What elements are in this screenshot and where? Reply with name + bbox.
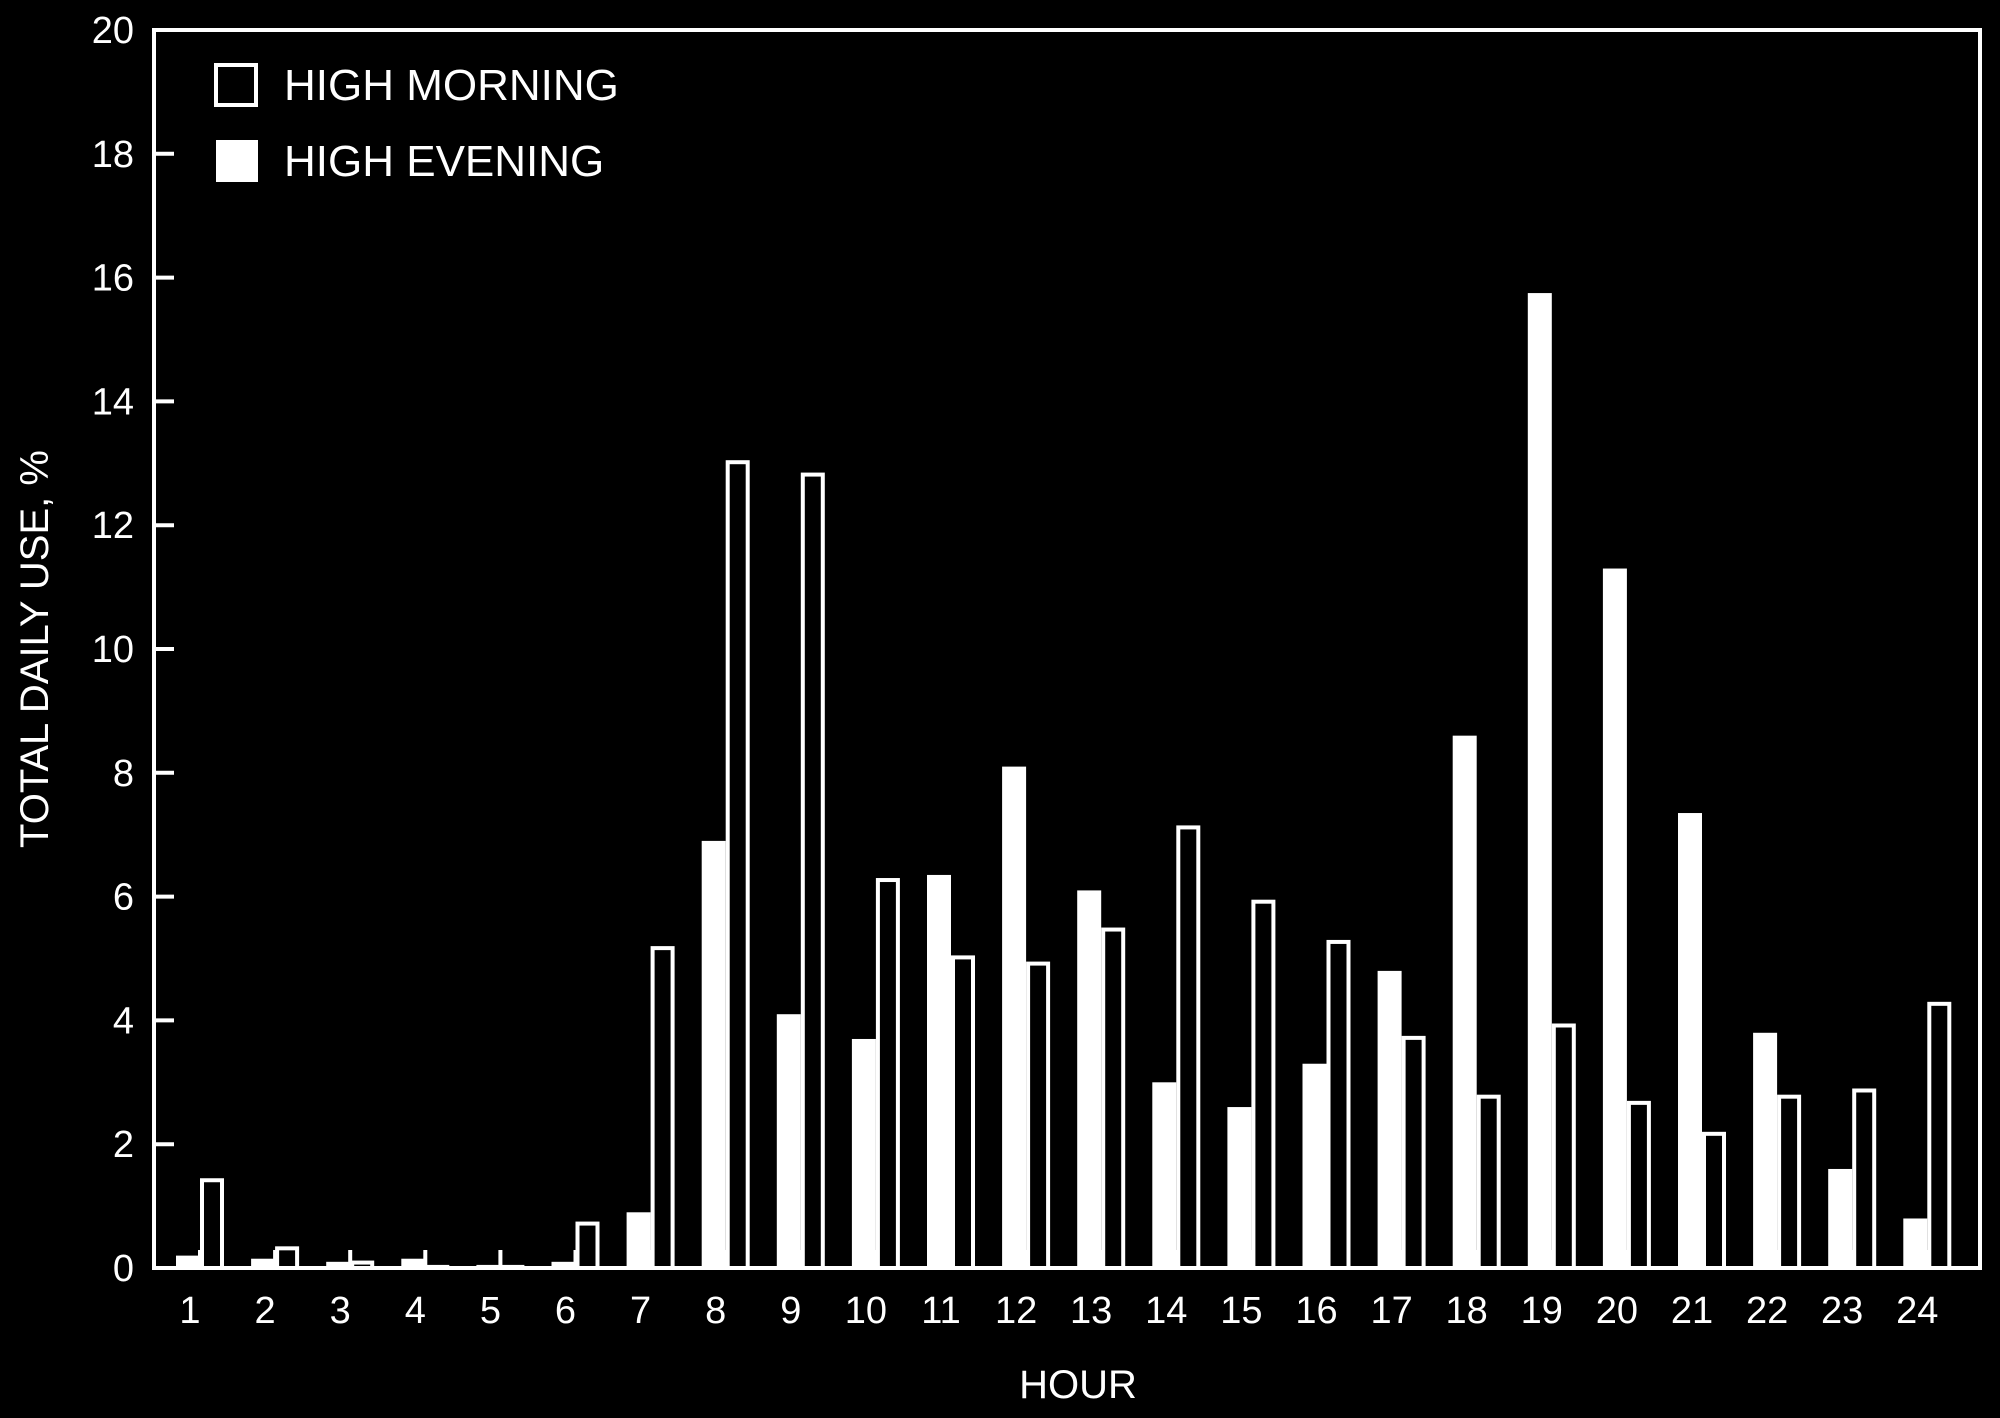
bar-high-evening	[401, 1258, 426, 1268]
bar-high-morning	[1852, 1088, 1877, 1270]
x-tick-label: 11	[921, 1290, 960, 1332]
bar-high-evening	[1602, 568, 1627, 1268]
y-tick-label: 4	[113, 1000, 134, 1042]
y-tick-label: 6	[113, 877, 134, 919]
x-tick-label: 12	[995, 1290, 1037, 1332]
x-tick-label: 10	[845, 1290, 887, 1332]
bar-high-evening	[551, 1261, 576, 1268]
plot-frame	[152, 28, 1982, 1270]
bar-high-evening	[176, 1255, 200, 1268]
y-tick-label: 10	[92, 629, 134, 671]
bar-high-morning	[1777, 1094, 1802, 1271]
bar-high-morning	[725, 460, 750, 1270]
bar-high-morning	[275, 1246, 300, 1270]
bar-high-evening	[1527, 293, 1552, 1268]
bar-high-evening	[326, 1261, 351, 1268]
legend-swatch-filled	[216, 140, 258, 182]
bar-high-morning	[1251, 899, 1276, 1270]
x-tick-label: 18	[1446, 1290, 1488, 1332]
x-tick-label: 3	[330, 1290, 351, 1332]
bar-high-morning	[1476, 1094, 1501, 1271]
x-tick-label: 21	[1671, 1290, 1713, 1332]
x-tick-label: 1	[179, 1290, 200, 1332]
x-tick-label: 2	[255, 1290, 276, 1332]
bar-high-evening	[927, 874, 951, 1268]
bar-high-evening	[776, 1014, 801, 1268]
bar-high-evening	[1678, 813, 1702, 1268]
bar-high-morning	[951, 955, 975, 1271]
x-tick-label: 20	[1596, 1290, 1638, 1332]
bar-high-morning	[1176, 825, 1201, 1270]
x-tick-label: 8	[705, 1290, 726, 1332]
legend-label-filled: HIGH EVENING	[284, 137, 604, 186]
bar-high-morning	[1026, 961, 1051, 1270]
bar-high-evening	[851, 1038, 876, 1268]
bar-high-morning	[500, 1264, 525, 1271]
bar-high-morning	[350, 1260, 375, 1271]
bar-high-evening	[1903, 1218, 1928, 1268]
y-axis-label: TOTAL DAILY USE, %	[13, 450, 57, 848]
y-axis: 0 2 4 6 8 10 12 14 16 18 20	[92, 10, 174, 1290]
x-axis-label: HOUR	[1019, 1363, 1137, 1407]
legend-label-outlined: HIGH MORNING	[284, 61, 619, 110]
y-tick-label: 8	[113, 753, 134, 795]
x-tick-label: 17	[1370, 1290, 1412, 1332]
bar-high-evening	[1002, 766, 1027, 1268]
bar-high-evening	[701, 840, 726, 1268]
bar-high-morning	[875, 878, 900, 1271]
x-tick-label: 9	[780, 1290, 801, 1332]
bar-high-morning	[200, 1178, 224, 1270]
bar-high-evening	[1302, 1063, 1327, 1268]
bars-group	[176, 293, 1952, 1271]
y-tick-label: 0	[113, 1248, 134, 1290]
bar-high-morning	[650, 946, 675, 1270]
bar-high-morning	[1101, 927, 1126, 1270]
bar-high-evening	[1828, 1168, 1853, 1268]
y-tick-label: 18	[92, 134, 134, 176]
bar-high-morning	[1702, 1131, 1726, 1270]
x-tick-label: 23	[1821, 1290, 1863, 1332]
y-tick-label: 2	[113, 1124, 134, 1166]
x-tick-label: 4	[405, 1290, 426, 1332]
x-tick-label: 15	[1220, 1290, 1262, 1332]
x-tick-label: 7	[630, 1290, 651, 1332]
bar-high-evening	[1753, 1032, 1778, 1268]
bar-high-morning	[1551, 1023, 1576, 1270]
x-tick-label: 22	[1746, 1290, 1788, 1332]
x-tick-label: 19	[1521, 1290, 1563, 1332]
bar-high-morning	[1927, 1001, 1952, 1271]
y-tick-label: 14	[92, 381, 134, 423]
bar-high-evening	[1152, 1082, 1177, 1268]
bar-high-evening	[626, 1212, 651, 1268]
bar-high-morning	[575, 1221, 600, 1270]
x-tick-label: 13	[1070, 1290, 1112, 1332]
bar-high-evening	[1377, 970, 1402, 1268]
x-tick-label: 16	[1295, 1290, 1337, 1332]
bar-high-morning	[800, 472, 825, 1270]
x-tick-label: 14	[1145, 1290, 1187, 1332]
y-tick-label: 12	[92, 505, 134, 547]
bar-high-evening	[476, 1264, 501, 1268]
x-tick-label: 5	[480, 1290, 501, 1332]
x-tick-label: 6	[555, 1290, 576, 1332]
bar-high-evening	[1452, 735, 1477, 1268]
bar-high-morning	[425, 1264, 450, 1271]
y-tick-label: 16	[92, 258, 134, 300]
x-axis: 1 2 3 4 5 6 7 8 9 10 11 12 13 14 15 16 17 18 19 20 21 22 23 24	[179, 1250, 1938, 1332]
x-tick-label: 24	[1896, 1290, 1938, 1332]
y-tick-label: 20	[92, 10, 134, 52]
bar-high-morning	[1326, 939, 1351, 1270]
bar-high-evening	[1227, 1107, 1252, 1268]
legend: HIGH MORNING HIGH EVENING	[214, 61, 619, 186]
bar-high-morning	[1401, 1035, 1426, 1270]
bar-high-evening	[1077, 890, 1102, 1268]
legend-swatch-outlined	[214, 63, 258, 107]
bar-high-evening	[251, 1258, 276, 1268]
bar-high-morning	[1626, 1100, 1651, 1270]
